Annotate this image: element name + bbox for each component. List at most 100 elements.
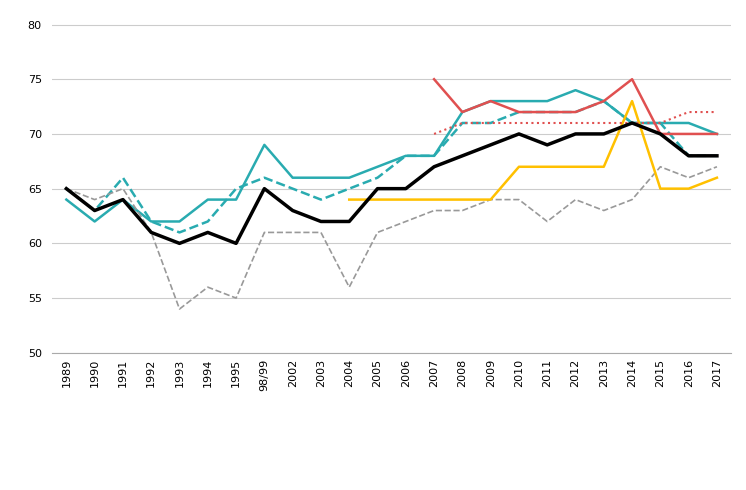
Pensions-/livförsäkring  privat — [90, 196, 99, 202]
Sakförsäkring - privatmarknad — [543, 98, 552, 104]
HELA BRANSCHEN — [147, 229, 156, 235]
Försäkringsförmedlare — [430, 76, 439, 82]
Tjänstepension - företag — [599, 164, 608, 170]
HELA BRANSCHEN — [627, 120, 636, 126]
HELA BRANSCHEN — [260, 186, 269, 192]
Pensions-/livförsäkring  privat — [515, 196, 524, 202]
Pensions-/livförsäkring  privat — [627, 196, 636, 202]
Line: Sakförsäkring - företagsmarknad: Sakförsäkring - företagsmarknad — [66, 101, 717, 232]
Tjänstepension - företag — [345, 196, 354, 202]
Sakförsäkring - företagsmarknad — [684, 153, 693, 159]
Pensions-/livförsäkring  privat — [316, 229, 325, 235]
Sakförsäkring - privatmarknad — [147, 219, 156, 224]
Pensions-/livförsäkring  privat — [204, 284, 213, 290]
Pensions-/livförsäkring  privat — [486, 196, 495, 202]
Sakförsäkring - företagsmarknad — [345, 186, 354, 192]
Försäkringsförmedlare — [486, 98, 495, 104]
Pensions-/livförsäkring  privat — [401, 219, 410, 224]
Pensions-/livförsäkring  privat — [712, 164, 721, 170]
Sakförsäkring - företagsmarknad — [175, 229, 184, 235]
Sakförsäkring - privatmarknad — [373, 164, 382, 170]
Pensions-/livförsäkring  privat — [119, 186, 128, 192]
Tjänstepension - företag — [684, 186, 693, 192]
Line: Tjänstepension - företag: Tjänstepension - företag — [349, 101, 717, 199]
HELA BRANSCHEN — [515, 131, 524, 137]
Pensions-/livförsäkring  privat — [458, 208, 467, 214]
HELA BRANSCHEN — [345, 219, 354, 224]
Bilförsäkring-privatmarknad — [656, 120, 665, 126]
Sakförsäkring - företagsmarknad — [430, 153, 439, 159]
Pensions-/livförsäkring  privat — [231, 295, 240, 301]
Sakförsäkring - företagsmarknad — [486, 120, 495, 126]
Bilförsäkring-privatmarknad — [458, 120, 467, 126]
Sakförsäkring - privatmarknad — [684, 120, 693, 126]
Sakförsäkring - företagsmarknad — [62, 186, 71, 192]
Sakförsäkring - företagsmarknad — [90, 208, 99, 214]
Bilförsäkring-privatmarknad — [627, 120, 636, 126]
Tjänstepension - företag — [712, 175, 721, 181]
Tjänstepension - företag — [430, 196, 439, 202]
HELA BRANSCHEN — [175, 241, 184, 246]
HELA BRANSCHEN — [231, 241, 240, 246]
Tjänstepension - företag — [571, 164, 580, 170]
Sakförsäkring - företagsmarknad — [543, 109, 552, 115]
Tjänstepension - företag — [401, 196, 410, 202]
Tjänstepension - företag — [373, 196, 382, 202]
HELA BRANSCHEN — [684, 153, 693, 159]
Försäkringsförmedlare — [515, 109, 524, 115]
Sakförsäkring - företagsmarknad — [599, 98, 608, 104]
Pensions-/livförsäkring  privat — [571, 196, 580, 202]
Sakförsäkring - företagsmarknad — [260, 175, 269, 181]
Sakförsäkring - företagsmarknad — [458, 120, 467, 126]
Line: Bilförsäkring-privatmarknad: Bilförsäkring-privatmarknad — [434, 112, 717, 134]
Sakförsäkring - privatmarknad — [458, 109, 467, 115]
Sakförsäkring - privatmarknad — [486, 98, 495, 104]
Line: Försäkringsförmedlare: Försäkringsförmedlare — [434, 79, 717, 134]
HELA BRANSCHEN — [571, 131, 580, 137]
Tjänstepension - företag — [543, 164, 552, 170]
Bilförsäkring-privatmarknad — [543, 120, 552, 126]
Pensions-/livförsäkring  privat — [656, 164, 665, 170]
Bilförsäkring-privatmarknad — [486, 120, 495, 126]
Sakförsäkring - privatmarknad — [515, 98, 524, 104]
Sakförsäkring - företagsmarknad — [204, 219, 213, 224]
Sakförsäkring - företagsmarknad — [119, 175, 128, 181]
Försäkringsförmedlare — [684, 131, 693, 137]
Sakförsäkring - privatmarknad — [119, 196, 128, 202]
Sakförsäkring - företagsmarknad — [656, 120, 665, 126]
Sakförsäkring - företagsmarknad — [373, 175, 382, 181]
HELA BRANSCHEN — [119, 196, 128, 202]
HELA BRANSCHEN — [712, 153, 721, 159]
HELA BRANSCHEN — [543, 142, 552, 148]
Tjänstepension - företag — [458, 196, 467, 202]
Pensions-/livförsäkring  privat — [288, 229, 297, 235]
Sakförsäkring - privatmarknad — [62, 196, 71, 202]
Sakförsäkring - privatmarknad — [90, 219, 99, 224]
Pensions-/livförsäkring  privat — [345, 284, 354, 290]
Tjänstepension - företag — [515, 164, 524, 170]
Sakförsäkring - privatmarknad — [430, 153, 439, 159]
Sakförsäkring - privatmarknad — [401, 153, 410, 159]
Sakförsäkring - företagsmarknad — [147, 219, 156, 224]
Sakförsäkring - privatmarknad — [627, 120, 636, 126]
Försäkringsförmedlare — [543, 109, 552, 115]
Sakförsäkring - privatmarknad — [345, 175, 354, 181]
Pensions-/livförsäkring  privat — [147, 229, 156, 235]
Försäkringsförmedlare — [656, 131, 665, 137]
Line: Sakförsäkring - privatmarknad: Sakförsäkring - privatmarknad — [66, 90, 717, 221]
Sakförsäkring - företagsmarknad — [515, 109, 524, 115]
Sakförsäkring - privatmarknad — [260, 142, 269, 148]
Pensions-/livförsäkring  privat — [373, 229, 382, 235]
Försäkringsförmedlare — [599, 98, 608, 104]
Sakförsäkring - företagsmarknad — [571, 109, 580, 115]
Försäkringsförmedlare — [458, 109, 467, 115]
HELA BRANSCHEN — [458, 153, 467, 159]
Sakförsäkring - privatmarknad — [175, 219, 184, 224]
Sakförsäkring - företagsmarknad — [712, 153, 721, 159]
Bilförsäkring-privatmarknad — [712, 109, 721, 115]
HELA BRANSCHEN — [656, 131, 665, 137]
Tjänstepension - företag — [656, 186, 665, 192]
Pensions-/livförsäkring  privat — [260, 229, 269, 235]
Pensions-/livförsäkring  privat — [684, 175, 693, 181]
HELA BRANSCHEN — [62, 186, 71, 192]
